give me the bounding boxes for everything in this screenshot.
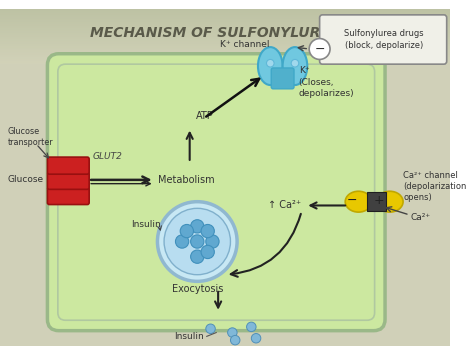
Ellipse shape bbox=[283, 47, 307, 85]
Bar bbox=[0, 15, 449, 16]
Bar bbox=[0, 30, 449, 31]
Circle shape bbox=[246, 322, 256, 332]
Bar bbox=[0, 41, 449, 42]
Bar bbox=[0, 26, 449, 27]
FancyBboxPatch shape bbox=[47, 54, 385, 331]
Bar bbox=[0, 27, 449, 28]
Circle shape bbox=[157, 202, 237, 282]
Text: ATP: ATP bbox=[196, 111, 214, 121]
Bar bbox=[367, 192, 386, 211]
Circle shape bbox=[230, 335, 240, 345]
Bar bbox=[0, 46, 449, 48]
Bar bbox=[0, 11, 449, 12]
Bar bbox=[0, 19, 449, 20]
Bar bbox=[0, 35, 449, 37]
Bar bbox=[0, 63, 449, 64]
Bar bbox=[0, 38, 449, 39]
Bar bbox=[0, 22, 449, 23]
Bar bbox=[0, 49, 449, 50]
Circle shape bbox=[206, 324, 215, 333]
Bar bbox=[0, 17, 449, 19]
Bar bbox=[0, 45, 449, 46]
Text: Ca²⁺: Ca²⁺ bbox=[410, 213, 431, 222]
Text: Sulfonylurea drugs
(block, depolarize): Sulfonylurea drugs (block, depolarize) bbox=[344, 29, 424, 50]
Bar bbox=[0, 48, 449, 49]
Bar bbox=[0, 33, 449, 34]
Circle shape bbox=[309, 39, 330, 59]
Bar bbox=[0, 20, 449, 22]
Circle shape bbox=[266, 59, 274, 67]
Text: Metabolism: Metabolism bbox=[158, 175, 215, 185]
Text: K⁺ channel: K⁺ channel bbox=[220, 40, 270, 49]
Text: ↑ Ca²⁺: ↑ Ca²⁺ bbox=[268, 201, 301, 211]
Text: Glucose
transporter: Glucose transporter bbox=[8, 127, 53, 147]
Bar bbox=[0, 31, 449, 33]
Circle shape bbox=[191, 235, 204, 248]
Bar bbox=[0, 56, 449, 57]
Bar bbox=[0, 23, 449, 24]
Circle shape bbox=[291, 59, 299, 67]
Circle shape bbox=[175, 235, 189, 248]
FancyBboxPatch shape bbox=[47, 157, 89, 174]
Bar bbox=[0, 44, 449, 45]
Bar bbox=[0, 52, 449, 53]
Bar bbox=[0, 50, 449, 52]
Text: K⁺
(Closes,
depolarizes): K⁺ (Closes, depolarizes) bbox=[299, 66, 355, 98]
Ellipse shape bbox=[258, 47, 283, 85]
Bar bbox=[0, 37, 449, 38]
Text: +: + bbox=[374, 194, 385, 207]
Circle shape bbox=[206, 235, 219, 248]
Circle shape bbox=[180, 224, 193, 238]
Ellipse shape bbox=[376, 191, 403, 212]
Text: GLUT2: GLUT2 bbox=[93, 152, 123, 161]
Bar bbox=[0, 53, 449, 55]
Text: −: − bbox=[314, 43, 325, 55]
FancyBboxPatch shape bbox=[47, 187, 89, 204]
FancyBboxPatch shape bbox=[47, 172, 89, 189]
Circle shape bbox=[201, 224, 214, 238]
Circle shape bbox=[164, 208, 230, 275]
Bar bbox=[0, 59, 449, 60]
Text: Ca²⁺ channel
(depolarization
opens): Ca²⁺ channel (depolarization opens) bbox=[403, 171, 466, 202]
Bar bbox=[0, 9, 449, 11]
Ellipse shape bbox=[345, 191, 372, 212]
Bar bbox=[0, 42, 449, 44]
Circle shape bbox=[191, 220, 204, 233]
Bar bbox=[0, 28, 449, 30]
Text: Insulin: Insulin bbox=[174, 332, 204, 341]
Text: −: − bbox=[346, 194, 357, 207]
Circle shape bbox=[191, 250, 204, 263]
Bar bbox=[0, 24, 449, 26]
Bar bbox=[0, 16, 449, 17]
Bar bbox=[0, 34, 449, 35]
Text: Glucose: Glucose bbox=[8, 175, 44, 184]
Circle shape bbox=[251, 333, 261, 343]
Circle shape bbox=[228, 328, 237, 337]
Bar bbox=[0, 13, 449, 15]
Text: Exocytosis: Exocytosis bbox=[172, 284, 223, 294]
Circle shape bbox=[201, 245, 214, 258]
Bar bbox=[0, 55, 449, 56]
FancyBboxPatch shape bbox=[271, 68, 294, 89]
Bar bbox=[0, 57, 449, 59]
Bar bbox=[0, 39, 449, 41]
FancyBboxPatch shape bbox=[319, 15, 447, 64]
Text: Insulin: Insulin bbox=[131, 220, 161, 229]
Bar bbox=[0, 60, 449, 61]
Bar bbox=[0, 12, 449, 13]
Text: MECHANISM OF SULFONYLUREASE: MECHANISM OF SULFONYLUREASE bbox=[90, 26, 360, 40]
Bar bbox=[0, 61, 449, 63]
